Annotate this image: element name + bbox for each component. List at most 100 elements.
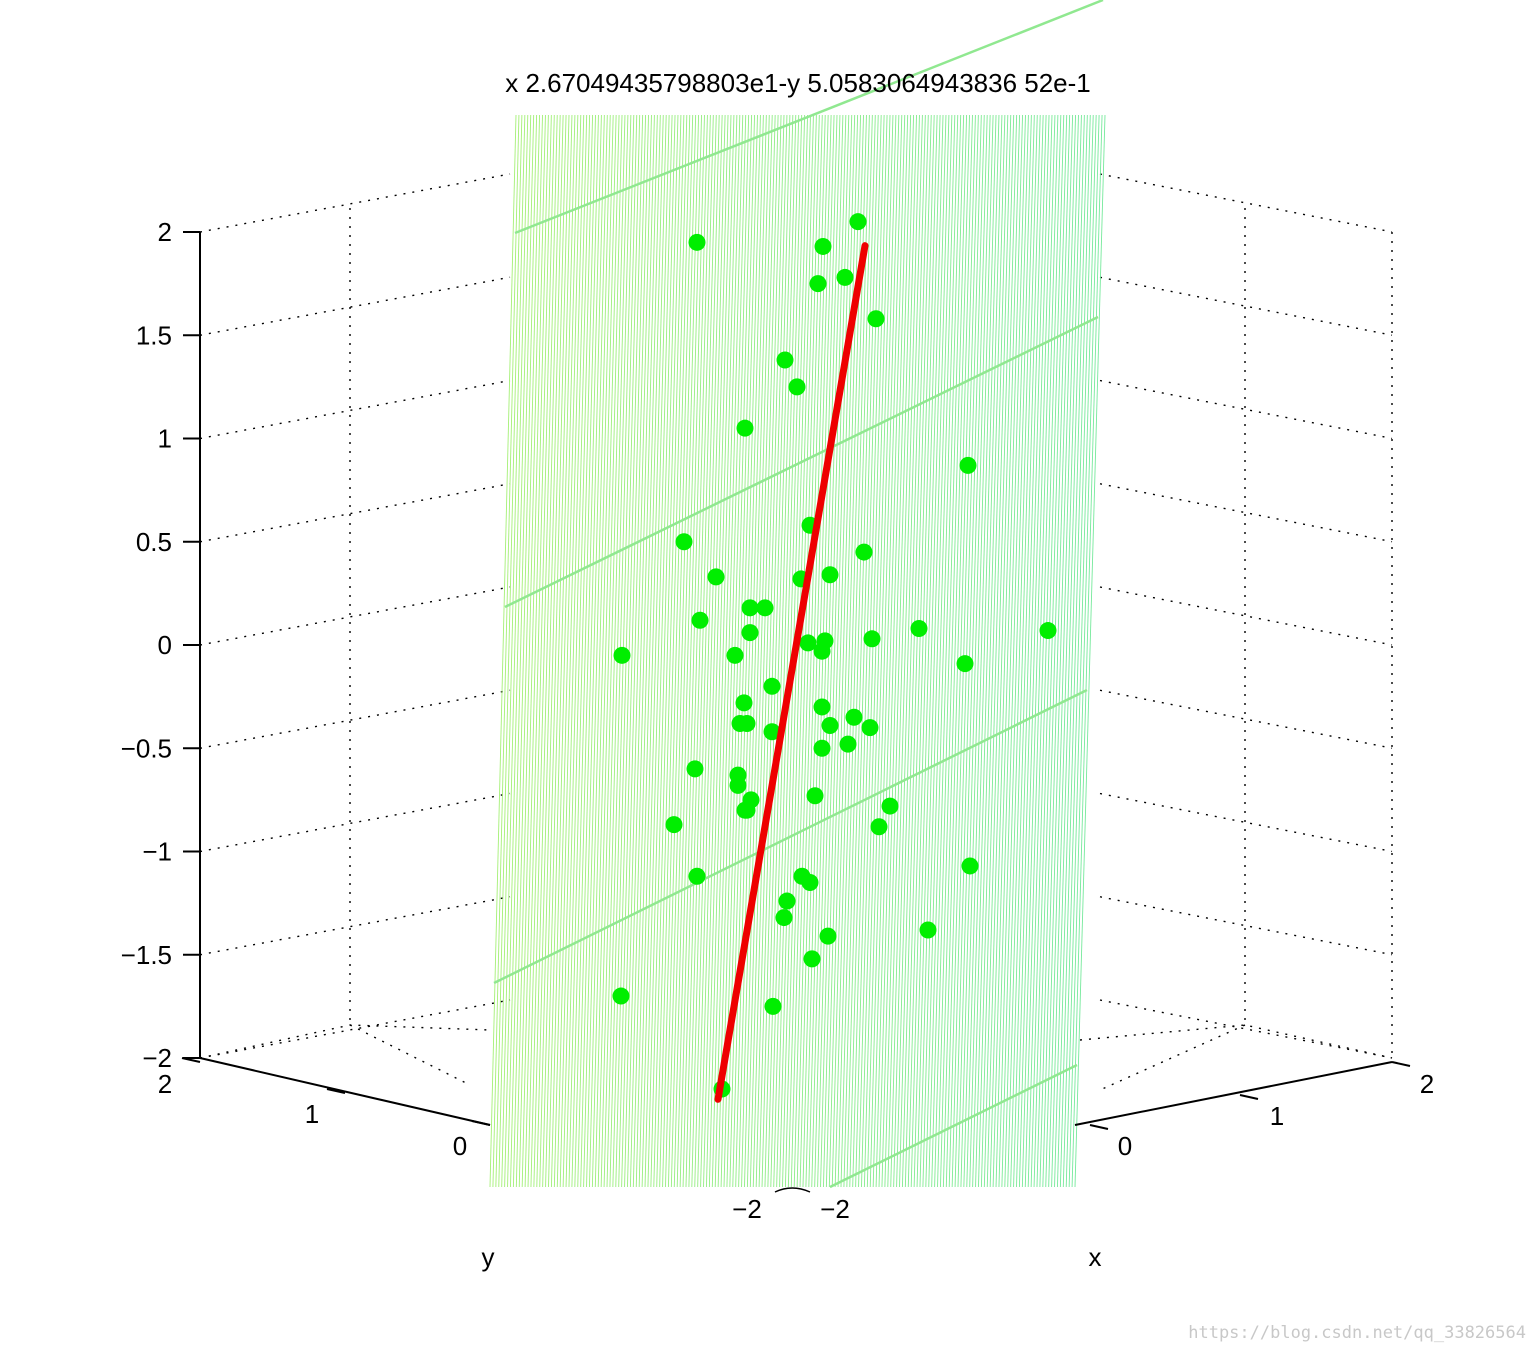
- data-point: [814, 237, 832, 255]
- plane-mesh-line: [647, 114, 676, 1188]
- plane-mesh-line: [1013, 114, 1044, 1188]
- data-point: [956, 655, 974, 673]
- plane-mesh-line: [904, 114, 935, 1188]
- chart-title: x 2.67049435798803e1-y 5.0583064943836 5…: [505, 68, 1091, 98]
- x-tick-label: 1: [1270, 1101, 1284, 1131]
- data-point: [799, 634, 817, 652]
- plane-mesh-line: [562, 114, 591, 1188]
- plane-mesh-line: [837, 114, 867, 1188]
- plane-mesh-line: [533, 114, 561, 1188]
- data-point: [910, 619, 928, 637]
- data-point: [819, 927, 837, 945]
- plane-mesh-line: [1010, 114, 1041, 1188]
- plane-mesh-line: [910, 114, 941, 1188]
- plane-mesh-line: [703, 114, 732, 1188]
- plane-mesh-line: [632, 114, 661, 1188]
- axes: [181, 231, 1411, 1193]
- data-point: [775, 909, 793, 927]
- plane-mesh-line: [489, 114, 517, 1188]
- plane-mesh-line: [536, 114, 564, 1188]
- y-axis-label: y: [482, 1242, 495, 1272]
- plane-mesh-line: [498, 114, 526, 1188]
- data-point: [736, 419, 754, 437]
- z-tick-label: −1: [142, 837, 172, 867]
- plane-mesh-line: [621, 114, 649, 1188]
- plane-mesh-line: [752, 114, 782, 1188]
- plane-mesh-line: [796, 114, 826, 1188]
- plane-mesh-line: [542, 114, 570, 1188]
- plane-mesh-line: [986, 114, 1018, 1188]
- plane-mesh-line: [565, 114, 594, 1188]
- plane-mesh-line: [960, 114, 991, 1188]
- plane-mesh-line: [764, 114, 794, 1188]
- plane-mesh-line: [899, 114, 929, 1188]
- plane-mesh-line: [708, 114, 738, 1188]
- plane-mesh-line: [641, 114, 670, 1188]
- data-point: [675, 533, 693, 551]
- y-tick-label: −2: [732, 1194, 762, 1224]
- plane-mesh-line: [638, 114, 667, 1188]
- plane-mesh-line: [515, 114, 543, 1188]
- plane-mesh-line: [1062, 114, 1094, 1188]
- plane-mesh-line: [866, 114, 897, 1188]
- plane-mesh-line: [931, 114, 962, 1188]
- plane-mesh-line: [694, 114, 723, 1188]
- data-point: [849, 213, 867, 231]
- z-grid-left: [199, 379, 511, 440]
- plane-mesh-line: [495, 114, 523, 1188]
- z-grid-right: [1099, 379, 1393, 440]
- plane-mesh-line: [653, 114, 682, 1188]
- plane-mesh-line: [644, 114, 673, 1188]
- plane-mesh-line: [861, 114, 891, 1188]
- data-point: [813, 698, 831, 716]
- plane-mesh-line: [1059, 114, 1091, 1188]
- plane-mesh-line: [755, 114, 785, 1188]
- plane-contour: [504, 315, 1099, 609]
- plane-mesh-line: [600, 114, 629, 1188]
- plane-mesh-line: [901, 114, 932, 1188]
- plane-mesh-line: [1065, 114, 1097, 1188]
- data-point: [778, 892, 796, 910]
- plane-mesh-line: [574, 114, 602, 1188]
- plane-mesh-line: [697, 114, 726, 1188]
- data-point: [821, 566, 839, 584]
- plane-mesh-line: [688, 114, 717, 1188]
- plane-mesh-line: [706, 114, 735, 1188]
- plane-mesh-line: [650, 114, 679, 1188]
- z-tick-label: 0: [158, 630, 172, 660]
- floor-grid: [1099, 1024, 1246, 1091]
- plane-mesh-line: [954, 114, 985, 1188]
- plane-mesh-line: [512, 114, 541, 1188]
- data-point: [959, 456, 977, 474]
- plane-mesh-line: [501, 114, 529, 1188]
- data-point: [839, 735, 857, 753]
- plane-mesh-line: [618, 114, 647, 1188]
- plane-mesh-line: [556, 114, 585, 1188]
- plane-mesh-line: [1036, 114, 1068, 1188]
- data-point: [961, 857, 979, 875]
- plane-mesh-line: [758, 114, 788, 1188]
- data-points: [612, 213, 1057, 1098]
- plane-contour: [514, 0, 1104, 235]
- z-grid-right: [1099, 173, 1393, 233]
- z-grid-right: [1099, 483, 1393, 543]
- plane-mesh-line: [872, 114, 903, 1188]
- plane-mesh-line: [676, 114, 705, 1188]
- x-tick: [1391, 1061, 1411, 1067]
- fitted-plane: [489, 0, 1106, 1189]
- plane-mesh-line: [823, 114, 853, 1188]
- plane-mesh-line: [1051, 114, 1082, 1188]
- data-point: [691, 611, 709, 629]
- plane-mesh-line: [1027, 114, 1059, 1188]
- plane-mesh-line: [1007, 114, 1038, 1188]
- plane-mesh-line: [550, 114, 579, 1188]
- x-tick-label: 2: [1420, 1069, 1434, 1099]
- plane-mesh-line: [571, 114, 599, 1188]
- plane-mesh-line: [784, 114, 814, 1188]
- plane-mesh-line: [580, 114, 608, 1188]
- plane-mesh-line: [925, 114, 956, 1188]
- z-grid-left: [199, 173, 511, 233]
- z-tick-label: 2: [158, 217, 172, 247]
